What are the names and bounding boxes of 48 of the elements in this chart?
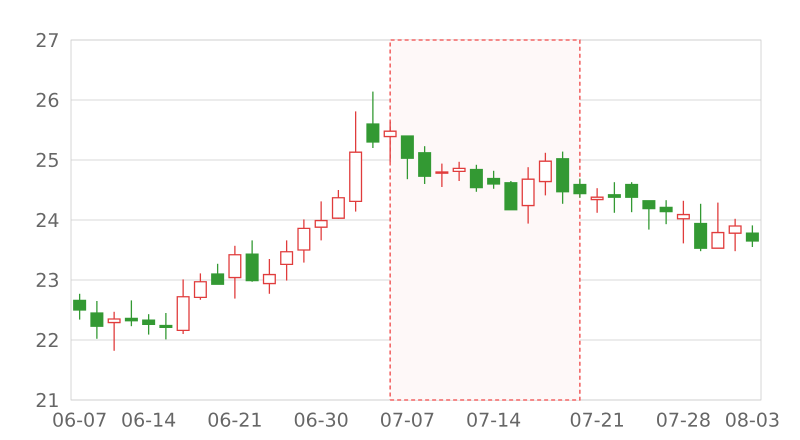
y-tick-label: 24 [36,212,58,228]
candlestick [108,311,121,352]
candlestick [487,170,500,190]
candlestick [660,200,673,225]
x-tick-label: 07-21 [570,412,623,427]
candlestick [625,182,638,213]
candlestick [228,245,242,300]
candlestick [418,146,432,185]
candlestick [642,200,656,230]
candlestick [194,272,207,300]
candlestick [159,312,172,340]
x-tick-label: 07-07 [381,412,434,427]
candlestick [297,218,310,264]
y-tick-label: 26 [36,92,58,108]
candlestick [280,240,294,282]
candlestick [452,161,466,182]
candlestick [73,293,86,320]
x-tick-label: 07-28 [657,412,710,427]
candlestick [711,202,724,249]
x-tick-label: 07-14 [467,412,520,427]
candlestick [332,189,345,220]
x-tick-label: 06-07 [53,412,106,427]
candlestick [573,178,586,198]
y-tick-label: 27 [36,32,58,48]
candlestick [435,162,448,188]
candlestick [262,258,276,294]
candlestick [746,224,759,248]
candlestick [142,314,156,336]
y-tick-label: 22 [36,332,58,348]
candlestick [676,200,690,244]
candlestick [608,182,621,214]
candlestick [400,135,414,180]
x-tick-label: 06-21 [208,412,261,427]
candlestick [538,152,552,196]
candlestick [470,164,483,192]
candlestick [314,200,328,242]
y-tick-label: 21 [36,392,58,408]
x-tick-label: 06-14 [122,412,176,427]
candlestick [728,218,742,252]
y-tick-label: 23 [36,272,58,288]
candlestick [590,188,604,214]
x-tick-label: 08-03 [726,412,778,427]
candlestick [366,90,380,149]
candlestick [90,300,104,340]
candlestick [124,300,138,327]
y-tick-label: 25 [36,152,58,168]
x-tick-label: 06-30 [294,412,348,427]
candlestick [211,263,224,285]
